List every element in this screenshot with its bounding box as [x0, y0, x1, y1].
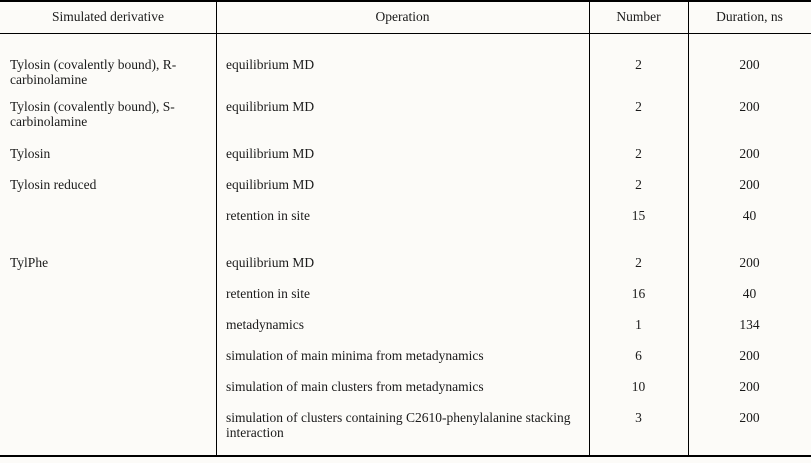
- table-row: Tylosin reduced equilibrium MD 2 200: [0, 177, 811, 207]
- column-header-duration: Duration, ns: [716, 9, 783, 24]
- cell-operation: equilibrium MD: [226, 177, 315, 192]
- cell-number: 3: [635, 410, 642, 425]
- cell-number: 2: [635, 177, 642, 192]
- cell-simulated-derivative: Tylosin (covalently bound), S-carbinolam…: [10, 99, 175, 129]
- cell-duration: 200: [739, 379, 760, 394]
- cell-number: 10: [631, 379, 646, 394]
- table-row: metadynamics 1 134: [0, 317, 811, 347]
- cell-operation: simulation of clusters containing C2610-…: [226, 410, 571, 440]
- column-divider-derivative-operation: [216, 1, 217, 456]
- cell-operation: equilibrium MD: [226, 99, 315, 114]
- cell-duration: 200: [739, 255, 760, 270]
- cell-operation: simulation of main clusters from metadyn…: [226, 379, 484, 394]
- table-row: simulation of main minima from metadynam…: [0, 348, 811, 378]
- cell-duration: 200: [739, 146, 760, 161]
- cell-number: 2: [635, 255, 642, 270]
- cell-duration: 200: [739, 410, 760, 425]
- cell-duration: 200: [739, 99, 760, 114]
- cell-operation: equilibrium MD: [226, 146, 315, 161]
- cell-number: 6: [635, 348, 642, 363]
- column-header-number: Number: [616, 9, 661, 24]
- cell-operation: simulation of main minima from metadynam…: [226, 348, 484, 363]
- column-header-operation: Operation: [375, 9, 430, 24]
- cell-number: 15: [631, 208, 646, 223]
- cell-simulated-derivative: Tylosin reduced: [10, 177, 97, 192]
- cell-duration: 134: [739, 317, 760, 332]
- cell-duration: 40: [742, 286, 757, 301]
- table-row: retention in site 16 40: [0, 286, 811, 316]
- cell-number: 2: [635, 146, 642, 161]
- table-top-rule: [0, 0, 811, 2]
- column-header-simulated-derivative: Simulated derivative: [51, 9, 165, 24]
- cell-duration: 200: [739, 348, 760, 363]
- cell-operation: equilibrium MD: [226, 57, 315, 72]
- table-row: Tylosin (covalently bound), R-carbinolam…: [0, 57, 811, 87]
- table-row: retention in site 15 40: [0, 208, 811, 238]
- header-separator-rule: [0, 33, 811, 34]
- cell-duration: 40: [742, 208, 757, 223]
- cell-operation: equilibrium MD: [226, 255, 315, 270]
- cell-simulated-derivative: Tylosin: [10, 146, 51, 161]
- cell-operation: retention in site: [226, 286, 310, 301]
- column-divider-number-duration: [688, 1, 689, 456]
- table-bottom-rule: [0, 455, 811, 457]
- cell-simulated-derivative: TylPhe: [10, 255, 49, 270]
- cell-duration: 200: [739, 57, 760, 72]
- cell-operation: retention in site: [226, 208, 310, 223]
- cell-number: 2: [635, 99, 642, 114]
- table-row: Tylosin equilibrium MD 2 200: [0, 146, 811, 176]
- table-row: Tylosin (covalently bound), S-carbinolam…: [0, 99, 811, 129]
- table-row: simulation of clusters containing C2610-…: [0, 410, 811, 440]
- cell-number: 1: [635, 317, 642, 332]
- cell-operation: metadynamics: [226, 317, 304, 332]
- table-row: simulation of main clusters from metadyn…: [0, 379, 811, 409]
- cell-number: 16: [631, 286, 646, 301]
- table-row: TylPhe equilibrium MD 2 200: [0, 255, 811, 285]
- cell-number: 2: [635, 57, 642, 72]
- column-divider-operation-number: [589, 1, 590, 456]
- cell-simulated-derivative: Tylosin (covalently bound), R-carbinolam…: [10, 57, 177, 87]
- cell-duration: 200: [739, 177, 760, 192]
